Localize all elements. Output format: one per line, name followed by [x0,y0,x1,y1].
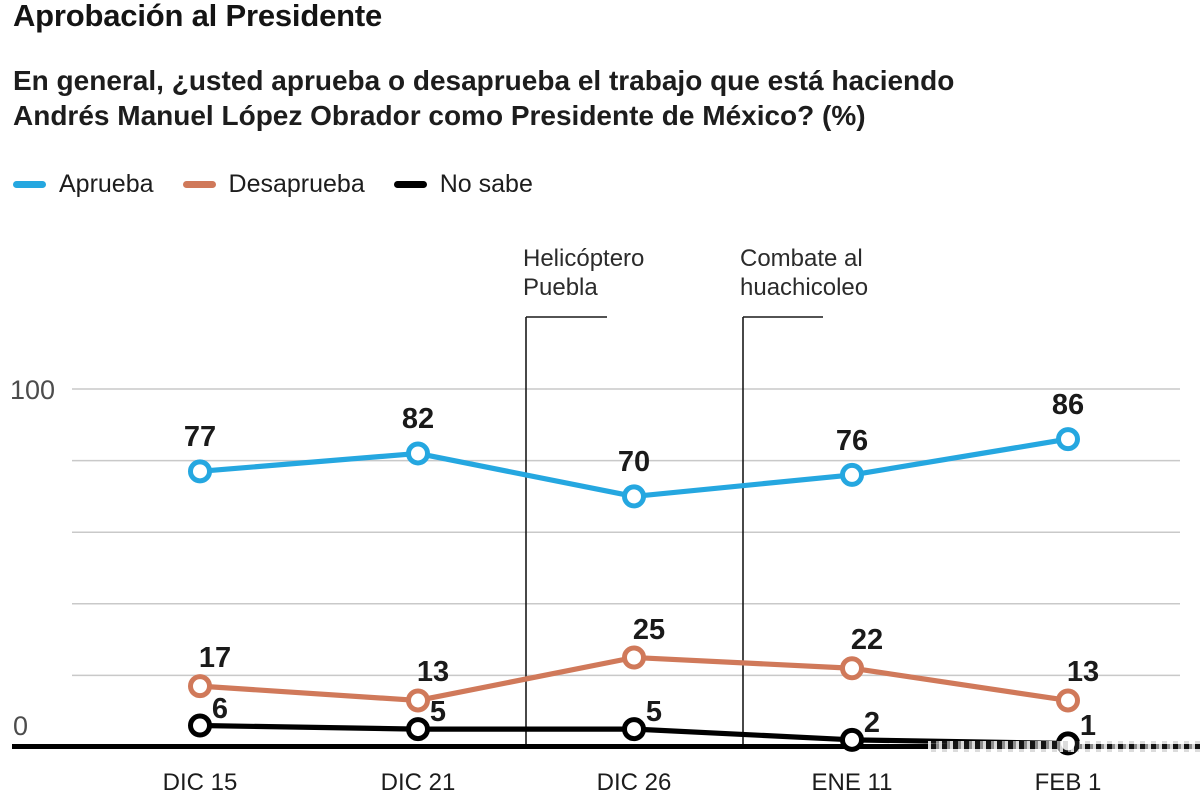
data-point-marker [840,727,864,752]
legend-label: Desaprueba [228,170,365,198]
data-point-marker [1056,427,1080,452]
watermark-texture [928,741,1200,752]
data-point-marker [622,717,646,742]
legend-swatch-icon [182,181,216,188]
legend: Aprueba Desaprueba No sabe [13,170,533,199]
data-point-marker [622,645,646,670]
chart-subtitle-line-1: En general, ¿usted aprueba o desaprueba … [13,65,955,96]
data-point-marker [406,688,430,713]
data-point-marker [840,462,864,487]
chart-subtitle: En general, ¿usted aprueba o desaprueba … [13,63,954,133]
data-point-marker [406,441,430,466]
data-point-marker [188,459,212,484]
legend-swatch-icon [393,181,427,188]
legend-item-aprueba: Aprueba [13,170,154,199]
legend-item-desaprueba: Desaprueba [182,170,365,199]
legend-label: No sabe [439,170,533,198]
data-point-marker [622,484,646,509]
data-point-marker [840,656,864,681]
legend-item-no-sabe: No sabe [393,170,533,199]
chart-subtitle-line-2: Andrés Manuel López Obrador como Preside… [13,100,866,131]
data-point-marker [188,674,212,699]
data-point-marker [1056,688,1080,713]
data-point-marker [188,713,212,738]
legend-swatch-icon [13,181,46,188]
data-point-marker [406,717,430,742]
legend-label: Aprueba [59,170,154,198]
chart-title: Aprobación al Presidente [13,0,383,33]
